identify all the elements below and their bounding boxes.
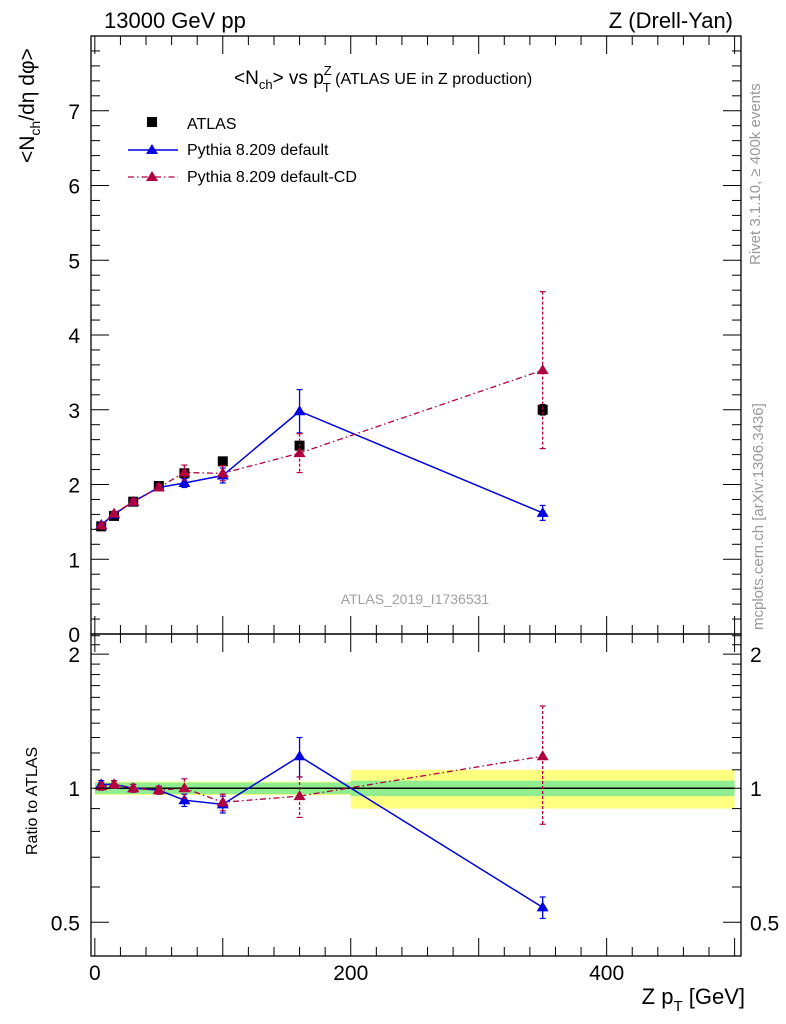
legend-marker-atlas: [147, 117, 157, 127]
main-series-group: [95, 291, 549, 532]
default-data-point: [293, 405, 306, 416]
legend-label-default-cd: Pythia 8.209 default-CD: [187, 169, 357, 186]
watermark: ATLAS_2019_I1736531: [341, 591, 490, 607]
main-y-tick-label: 0: [68, 624, 80, 647]
default-cd-data-point: [127, 495, 140, 506]
main-y-tick-label: 2: [68, 475, 80, 498]
main-series-line-default-cd: [100, 369, 543, 527]
main-y-tick-label: 6: [68, 176, 80, 199]
header-right: Z (Drell-Yan): [609, 8, 733, 33]
main-axes-group: 0 1 2 3 4 5 6 7: [68, 35, 741, 647]
ratio-default-point: [536, 901, 549, 912]
default-cd-data-point: [178, 466, 191, 477]
legend-label-default: Pythia 8.209 default: [187, 142, 329, 159]
ratio-default-cd-point: [178, 782, 191, 793]
main-series-line-default: [100, 410, 543, 526]
legend-marker-default-cd: [146, 171, 158, 181]
ratio-y-tick-label-left: 2: [68, 644, 80, 667]
main-y-tick-label: 7: [68, 101, 80, 124]
header-left: 13000 GeV pp: [104, 8, 246, 33]
legend-label-atlas: ATLAS: [187, 116, 237, 133]
mcplots-label: mcplots.cern.ch [arXiv:1306.3436]: [750, 403, 767, 630]
ratio-default-cd-point: [152, 784, 165, 795]
ratio-y-tick-label-left: 1: [68, 778, 80, 801]
ratio-plot-frame: [90, 633, 742, 957]
x-tick-label: 200: [333, 962, 368, 985]
ratio-default-point: [293, 750, 306, 761]
ratio-y-tick-label-right: 2: [750, 644, 762, 667]
ratio-y-tick-label-right: 1: [750, 778, 762, 801]
legend-marker-default: [146, 144, 158, 154]
ratio-y-tick-label-left: 0.5: [51, 912, 80, 935]
ratio-series-group: [95, 705, 549, 920]
ratio-default-cd-point: [216, 796, 229, 807]
atlas-data-point: [217, 456, 228, 467]
default-data-point: [178, 477, 191, 488]
ratio-default-cd-point: [108, 778, 121, 789]
x-tick-label: 0: [89, 962, 101, 985]
ratio-default-cd-point: [536, 750, 549, 761]
ratio-y-label: Ratio to ATLAS: [24, 747, 41, 855]
default-cd-data-point: [108, 507, 121, 518]
main-y-label: <Nch/dη dφ>: [16, 48, 43, 163]
main-y-tick-label: 5: [68, 250, 80, 273]
ratio-y-tick-label-right: 0.5: [750, 912, 779, 935]
ratio-default-point: [178, 794, 191, 805]
default-cd-data-point: [152, 481, 165, 492]
default-cd-data-point: [95, 519, 108, 530]
ratio-uncertainty-band: [94, 769, 735, 809]
default-cd-data-point: [536, 364, 549, 375]
atlas-data-point: [537, 404, 548, 415]
default-cd-data-point: [216, 467, 229, 478]
rivet-label: Rivet 3.1.10, ≥ 400k events: [747, 83, 764, 265]
legend: ATLAS Pythia 8.209 default Pythia 8.209 …: [128, 116, 357, 186]
default-data-point: [536, 506, 549, 517]
default-cd-data-point: [293, 447, 306, 458]
x-tick-label: 400: [589, 962, 624, 985]
main-y-tick-label: 1: [68, 549, 80, 572]
ratio-axes-group: 0.5 0.5 1 1 2 2 0 200 400: [51, 634, 779, 985]
ratio-default-cd-point: [293, 790, 306, 801]
main-y-tick-label: 4: [68, 325, 80, 348]
main-title: <Nch> vs pZ T (ATLAS UE in Z production): [234, 63, 532, 95]
x-axis-label: Z pT [GeV]: [642, 984, 745, 1015]
main-y-tick-label: 3: [68, 400, 80, 423]
ratio-default-cd-point: [127, 782, 140, 793]
